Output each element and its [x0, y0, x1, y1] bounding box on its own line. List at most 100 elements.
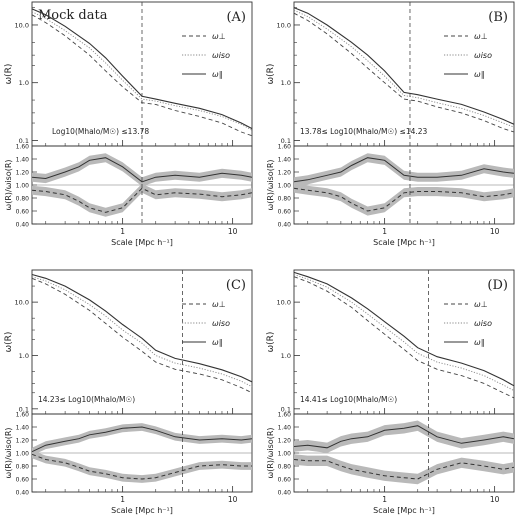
- x-tick-label: 1: [120, 227, 125, 236]
- x-tick-label: 10: [228, 495, 238, 504]
- bottom-y-axis-label: ω(R)/ωiso(R): [4, 160, 13, 211]
- y-tick-label: 0.60: [16, 209, 30, 216]
- bottom-y-axis-label: ω(R)/ωiso(R): [266, 428, 275, 479]
- series-line-dashed: [293, 276, 515, 399]
- y-tick-label: 1.40: [278, 425, 292, 432]
- corner-label: Mock data: [38, 8, 108, 23]
- mass-range-annotation: 13.78≤ Log10(Mhalo/M☉) ≤14.23: [300, 127, 428, 136]
- top-y-axis-label: ω(R): [4, 332, 14, 353]
- bottom-y-axis-label: ω(R)/ωiso(R): [4, 428, 13, 479]
- y-tick-label: 0.80: [278, 464, 292, 471]
- y-tick-label: 10.0: [277, 299, 291, 307]
- ratio-lower-band: [294, 183, 514, 216]
- mass-range-annotation: Log10(Mhalo/M☉) ≤13.78: [52, 127, 149, 136]
- y-tick-label: 0.40: [278, 490, 292, 497]
- y-tick-label: 0.60: [278, 477, 292, 484]
- series-line-solid: [293, 271, 515, 387]
- legend-label: ωiso: [474, 51, 492, 60]
- panel-title: (A): [226, 10, 246, 25]
- x-tick-label: 1: [382, 495, 387, 504]
- panel-title: (D): [487, 278, 508, 293]
- y-tick-label: 0.1: [19, 405, 29, 413]
- y-tick-label: 0.80: [16, 196, 30, 203]
- legend-label: ω∥: [212, 338, 223, 347]
- top-y-axis-label: ω(R): [266, 332, 276, 353]
- y-tick-label: 0.1: [281, 137, 291, 145]
- ratio-lower-band: [32, 183, 252, 217]
- x-tick-label: 1: [382, 227, 387, 236]
- x-tick-label: 10: [490, 227, 500, 236]
- x-tick-label: 10: [490, 495, 500, 504]
- y-tick-label: 0.1: [281, 405, 291, 413]
- legend-label: ω∥: [474, 338, 485, 347]
- ratio-upper-line: [293, 425, 515, 449]
- ratio-lower-line: [293, 459, 515, 480]
- y-tick-label: 10.0: [15, 21, 29, 29]
- legend-label: ωiso: [212, 319, 230, 328]
- y-tick-label: 1.20: [278, 438, 292, 445]
- panel-title: (B): [488, 10, 508, 25]
- y-tick-label: 1.00: [16, 451, 30, 458]
- y-tick-label: 1.60: [16, 144, 30, 151]
- ratio-upper-line: [31, 157, 253, 183]
- series-line-solid: [31, 273, 253, 383]
- y-tick-label: 1.20: [278, 170, 292, 177]
- ratio-upper-line: [293, 157, 515, 183]
- y-tick-label: 1.60: [278, 144, 292, 151]
- y-tick-label: 1.00: [16, 183, 30, 190]
- y-tick-label: 1.0: [281, 79, 291, 87]
- legend-label: ω⊥: [474, 32, 488, 41]
- legend-label: ωiso: [212, 51, 230, 60]
- y-tick-label: 1.0: [281, 352, 291, 360]
- series-line-dotted: [293, 9, 515, 128]
- ratio-upper-band: [294, 420, 514, 453]
- y-tick-label: 0.40: [16, 222, 30, 229]
- legend-label: ω∥: [474, 70, 485, 79]
- x-axis-label: Scale [Mpc h⁻¹]: [373, 506, 435, 515]
- ratio-lower-line: [31, 453, 252, 480]
- y-tick-label: 1.20: [16, 438, 30, 445]
- x-tick-label: 10: [228, 227, 238, 236]
- chart-panel-4: 1 10 Scale [Mpc h⁻¹] 0.1 1.0 10.0 ω(R) 0.40 0.60…: [266, 269, 515, 515]
- legend-label: ωiso: [474, 319, 492, 328]
- series-line-dotted: [293, 274, 515, 391]
- y-tick-label: 1.0: [19, 352, 29, 360]
- y-tick-label: 1.60: [16, 412, 30, 419]
- y-tick-label: 1.60: [278, 412, 292, 419]
- x-axis-label: Scale [Mpc h⁻¹]: [111, 506, 173, 515]
- x-tick-label: 1: [120, 495, 125, 504]
- series-line-dashed: [31, 277, 253, 394]
- mass-range-annotation: 14.41≤ Log10(Mhalo/M☉): [300, 395, 397, 404]
- y-tick-label: 1.00: [278, 451, 292, 458]
- y-tick-label: 0.40: [16, 490, 30, 497]
- y-tick-label: 1.0: [19, 79, 29, 87]
- x-axis-label: Scale [Mpc h⁻¹]: [111, 238, 173, 247]
- ratio-upper-line: [31, 426, 253, 453]
- bottom-y-axis-label: ω(R)/ωiso(R): [266, 160, 275, 211]
- y-tick-label: 1.40: [16, 157, 30, 164]
- y-tick-label: 0.80: [278, 196, 292, 203]
- legend-label: ω⊥: [212, 32, 226, 41]
- ratio-upper-band: [294, 153, 514, 187]
- y-tick-label: 0.80: [16, 464, 30, 471]
- ratio-lower-line: [31, 187, 253, 213]
- panel-title: (C): [226, 278, 246, 293]
- top-y-axis-label: ω(R): [4, 64, 14, 85]
- top-y-axis-label: ω(R): [266, 64, 276, 85]
- mass-range-annotation: 14.23≤ Log10(Mhalo/M☉): [38, 395, 135, 404]
- y-tick-label: 0.40: [278, 222, 292, 229]
- legend-label: ω⊥: [212, 300, 226, 309]
- chart-panel-3: 1 10 Scale [Mpc h⁻¹] 0.1 1.0 10.0 ω(R) 0.40 0.60…: [4, 269, 253, 515]
- y-tick-label: 1.40: [278, 157, 292, 164]
- y-tick-label: 1.40: [16, 425, 30, 432]
- y-tick-label: 0.60: [16, 477, 30, 484]
- legend-label: ω∥: [212, 70, 223, 79]
- chart-panel-2: 1 10 Scale [Mpc h⁻¹] 0.1 1.0 10.0 ω(R) 0.40 0.60…: [266, 1, 515, 247]
- y-tick-label: 10.0: [15, 299, 29, 307]
- ratio-lower-line: [293, 187, 515, 212]
- x-axis-label: Scale [Mpc h⁻¹]: [373, 238, 435, 247]
- y-tick-label: 1.00: [278, 183, 292, 190]
- y-tick-label: 0.1: [19, 137, 29, 145]
- legend-label: ω⊥: [474, 300, 488, 309]
